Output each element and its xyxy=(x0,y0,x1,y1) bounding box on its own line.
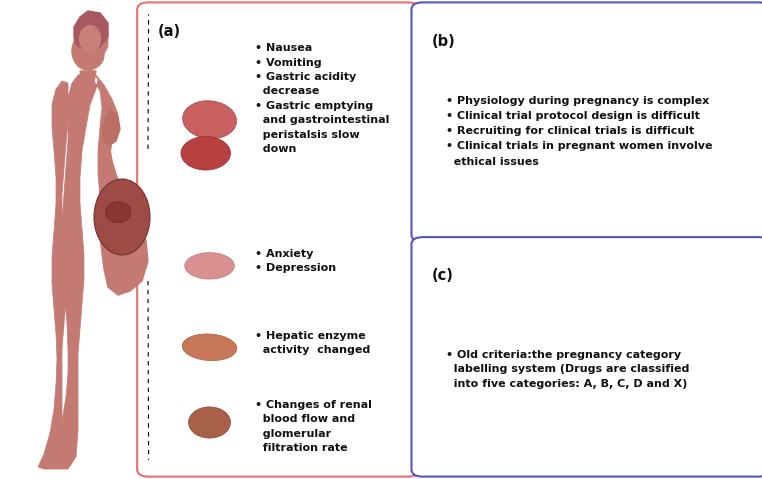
FancyBboxPatch shape xyxy=(411,237,762,477)
Ellipse shape xyxy=(75,29,101,49)
FancyBboxPatch shape xyxy=(411,2,762,242)
Polygon shape xyxy=(74,11,108,51)
Text: • Physiology during pregnancy is complex
• Clinical trial protocol design is dif: • Physiology during pregnancy is complex… xyxy=(446,96,712,167)
Text: • Old criteria:the pregnancy category
  labelling system (Drugs are classified
 : • Old criteria:the pregnancy category la… xyxy=(446,350,689,389)
Text: (a): (a) xyxy=(158,24,181,39)
Polygon shape xyxy=(38,81,68,469)
Text: (c): (c) xyxy=(432,268,454,283)
Ellipse shape xyxy=(72,32,104,70)
Ellipse shape xyxy=(79,25,101,53)
Ellipse shape xyxy=(181,137,230,170)
Polygon shape xyxy=(102,109,120,145)
Ellipse shape xyxy=(94,179,150,255)
Polygon shape xyxy=(80,71,96,87)
Text: • Nausea
• Vomiting
• Gastric acidity
  decrease
• Gastric emptying
  and gastro: • Nausea • Vomiting • Gastric acidity de… xyxy=(255,43,389,154)
Ellipse shape xyxy=(189,407,231,438)
Polygon shape xyxy=(50,14,146,469)
Text: • Changes of renal
  blood flow and
  glomerular
  filtration rate: • Changes of renal blood flow and glomer… xyxy=(255,400,372,453)
Ellipse shape xyxy=(183,101,236,139)
Ellipse shape xyxy=(185,253,235,279)
Text: • Hepatic enzyme
  activity  changed: • Hepatic enzyme activity changed xyxy=(255,331,370,355)
Ellipse shape xyxy=(182,334,237,361)
Text: (b): (b) xyxy=(432,34,456,48)
FancyBboxPatch shape xyxy=(137,2,419,477)
Polygon shape xyxy=(100,139,148,295)
Ellipse shape xyxy=(80,42,104,68)
Ellipse shape xyxy=(106,202,131,223)
Text: • Anxiety
• Depression: • Anxiety • Depression xyxy=(255,249,336,274)
